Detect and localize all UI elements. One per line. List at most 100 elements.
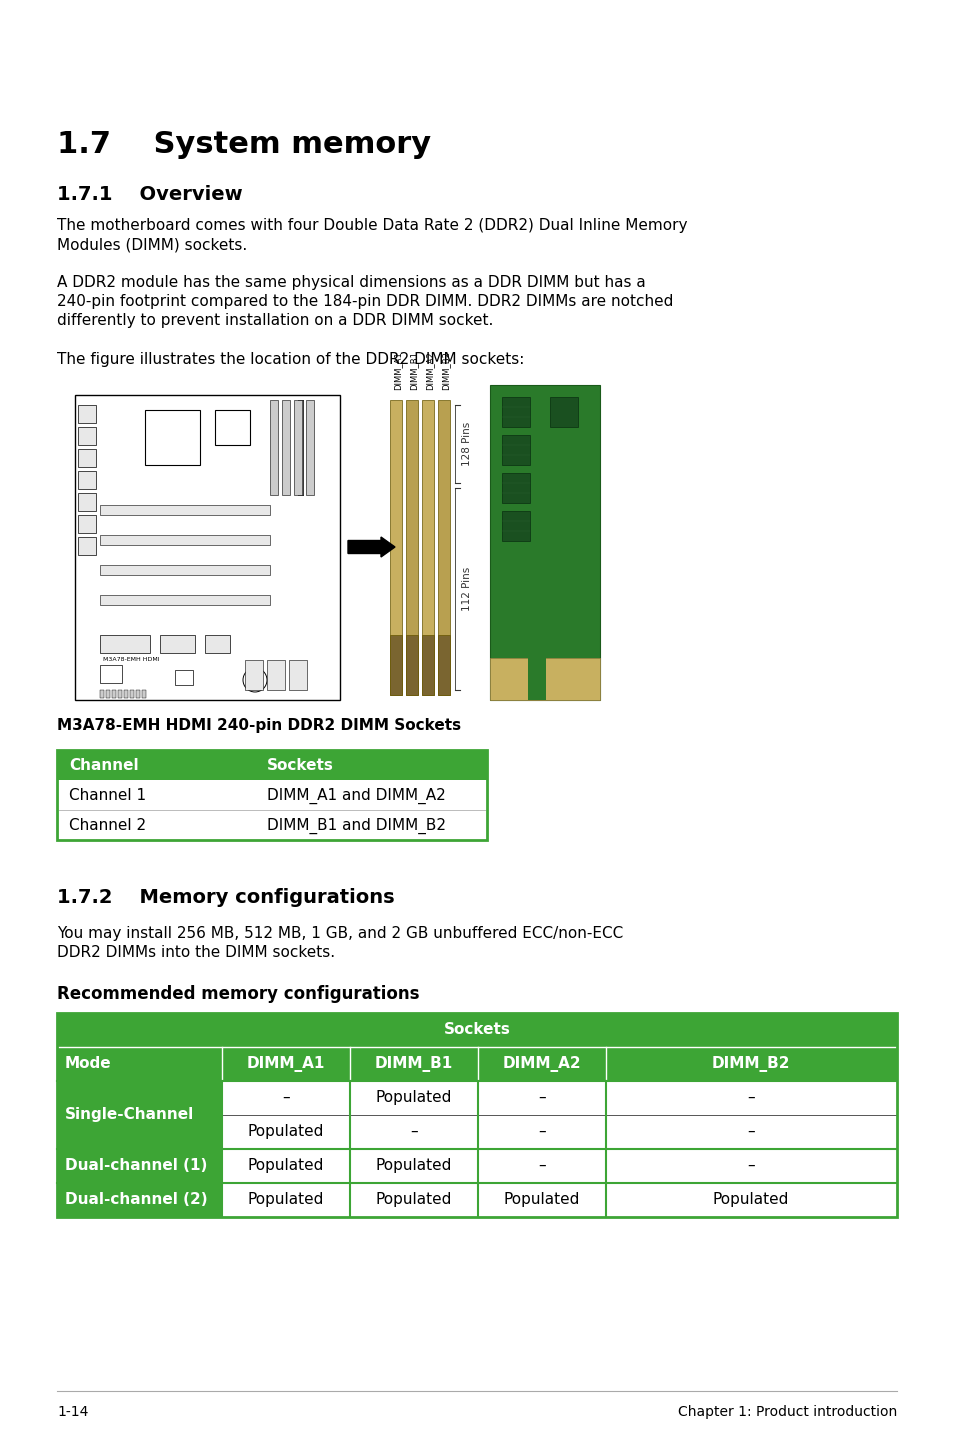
Bar (222, 1149, 350, 1183)
FancyArrow shape (348, 536, 395, 557)
Text: Chapter 1: Product introduction: Chapter 1: Product introduction (677, 1405, 896, 1419)
Bar (57, 779, 486, 810)
Text: –: – (410, 1125, 417, 1139)
Text: Dual-channel (1): Dual-channel (1) (65, 1158, 207, 1173)
Text: Populated: Populated (375, 1090, 452, 1104)
Text: Sockets: Sockets (443, 1022, 510, 1037)
Text: DIMM_A2: DIMM_A2 (502, 1055, 580, 1071)
Text: DIMM_B2: DIMM_B2 (441, 351, 450, 390)
Text: 112 Pins: 112 Pins (461, 567, 472, 611)
Text: –: – (537, 1158, 545, 1173)
Bar (437, 400, 450, 695)
Text: differently to prevent installation on a DDR DIMM socket.: differently to prevent installation on a… (57, 313, 493, 328)
Bar (550, 397, 578, 427)
Bar (350, 1114, 477, 1149)
Bar (100, 565, 270, 575)
Text: Populated: Populated (248, 1192, 324, 1206)
Bar (222, 1114, 350, 1149)
Text: –: – (746, 1090, 754, 1104)
Bar (390, 636, 401, 695)
Bar (222, 1183, 350, 1217)
Bar (477, 1081, 605, 1114)
Bar (100, 636, 150, 653)
Text: DIMM_A1: DIMM_A1 (393, 351, 402, 390)
Text: 1.7    System memory: 1.7 System memory (57, 129, 431, 160)
Bar (100, 535, 270, 545)
Bar (294, 400, 302, 495)
Text: The motherboard comes with four Double Data Rate 2 (DDR2) Dual Inline Memory: The motherboard comes with four Double D… (57, 219, 687, 233)
Bar (501, 397, 530, 427)
Text: DIMM_A2: DIMM_A2 (425, 351, 434, 390)
Text: DIMM_B2: DIMM_B2 (711, 1055, 789, 1071)
Bar (214, 410, 250, 444)
Bar (297, 400, 303, 495)
Bar (501, 510, 530, 541)
Bar (297, 400, 303, 495)
Bar (421, 636, 434, 695)
Bar (501, 436, 530, 464)
Bar (490, 385, 599, 700)
Bar (57, 751, 486, 779)
Text: A DDR2 module has the same physical dimensions as a DDR DIMM but has a: A DDR2 module has the same physical dime… (57, 275, 645, 290)
Bar (100, 595, 270, 605)
Bar (112, 690, 116, 697)
Bar (267, 660, 285, 690)
Text: –: – (282, 1090, 290, 1104)
Bar (57, 1081, 222, 1149)
Bar (245, 660, 263, 690)
Bar (118, 690, 122, 697)
Bar (490, 659, 599, 700)
Bar (57, 1047, 896, 1081)
Bar (78, 406, 96, 423)
Bar (605, 1149, 896, 1183)
Text: M3A78-EMH HDMI 240-pin DDR2 DIMM Sockets: M3A78-EMH HDMI 240-pin DDR2 DIMM Sockets (57, 718, 460, 733)
Bar (145, 410, 200, 464)
Bar (437, 636, 450, 695)
Bar (136, 690, 140, 697)
Bar (477, 1183, 605, 1217)
Bar (57, 1149, 222, 1183)
Text: Populated: Populated (503, 1192, 579, 1206)
Text: 240-pin footprint compared to the 184-pin DDR DIMM. DDR2 DIMMs are notched: 240-pin footprint compared to the 184-pi… (57, 293, 673, 309)
Bar (605, 1081, 896, 1114)
Bar (78, 449, 96, 467)
Bar (605, 1114, 896, 1149)
Bar (297, 400, 303, 495)
Bar (421, 400, 434, 695)
Bar (75, 395, 339, 700)
Bar (106, 690, 110, 697)
Bar (477, 1114, 605, 1149)
Bar (124, 690, 128, 697)
Text: –: – (746, 1158, 754, 1173)
Bar (57, 1012, 896, 1047)
Bar (100, 664, 122, 683)
Bar (78, 472, 96, 489)
Text: 128 Pins: 128 Pins (461, 421, 472, 466)
Bar (57, 751, 486, 840)
Text: DIMM_B1: DIMM_B1 (375, 1055, 453, 1071)
Bar (222, 1081, 350, 1114)
Text: You may install 256 MB, 512 MB, 1 GB, and 2 GB unbuffered ECC/non-ECC: You may install 256 MB, 512 MB, 1 GB, an… (57, 926, 622, 940)
Bar (350, 1183, 477, 1217)
Bar (270, 400, 277, 495)
Text: Populated: Populated (375, 1192, 452, 1206)
Bar (390, 400, 401, 695)
Text: Populated: Populated (248, 1158, 324, 1173)
Text: Modules (DIMM) sockets.: Modules (DIMM) sockets. (57, 237, 247, 252)
Bar (174, 670, 193, 684)
Text: Populated: Populated (712, 1192, 788, 1206)
Text: 1.7.1    Overview: 1.7.1 Overview (57, 186, 242, 204)
Bar (605, 1183, 896, 1217)
Text: Dual-channel (2): Dual-channel (2) (65, 1192, 208, 1206)
Text: Mode: Mode (65, 1055, 112, 1071)
Bar (78, 427, 96, 444)
Text: DIMM_A1: DIMM_A1 (247, 1055, 325, 1071)
Bar (78, 493, 96, 510)
Bar (406, 400, 417, 695)
Bar (282, 400, 290, 495)
Text: Channel: Channel (69, 758, 138, 774)
Text: Populated: Populated (375, 1158, 452, 1173)
Text: –: – (746, 1125, 754, 1139)
Text: DIMM_A1 and DIMM_A2: DIMM_A1 and DIMM_A2 (267, 788, 445, 804)
Bar (57, 1012, 896, 1217)
